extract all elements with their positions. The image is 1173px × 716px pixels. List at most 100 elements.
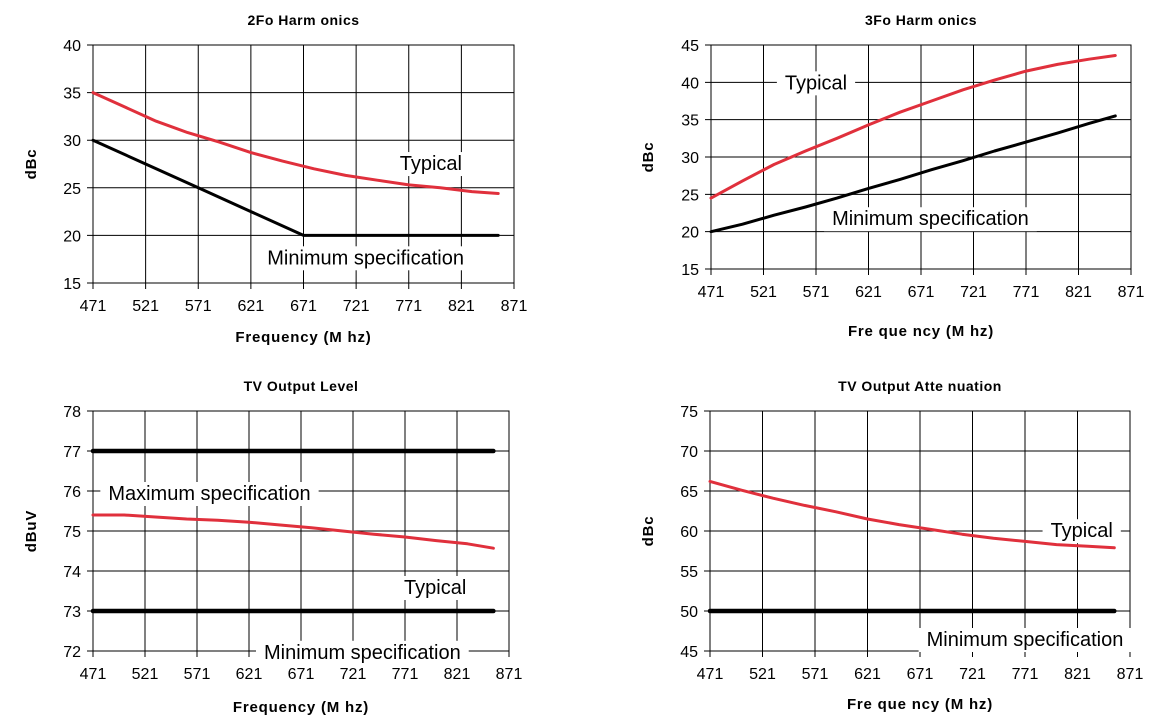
annotation-background xyxy=(824,207,1037,232)
x-tick-label: 521 xyxy=(132,666,159,683)
y-tick-label: 15 xyxy=(63,276,81,293)
series-line xyxy=(708,479,1116,550)
y-tick-label: 35 xyxy=(681,113,699,130)
y-tick-label: 76 xyxy=(63,484,81,501)
x-tick-label: 721 xyxy=(960,284,987,301)
chart-2fo-harmonics-svg: 2Fo Harm onics 471 521 571 621 671 721 771 821 87… xyxy=(23,12,528,346)
y-tick-label: 30 xyxy=(63,133,81,150)
y-tick-label: 40 xyxy=(681,75,699,92)
annotation-minimum-specification: Minimum specification xyxy=(824,207,1037,232)
x-tick-label: 571 xyxy=(803,284,830,301)
y-tick-label: 78 xyxy=(63,404,81,421)
typical-series-0 xyxy=(91,513,495,550)
chart-tv-output-attenuation-svg: TV Output Atte nuation 471 521 571 621 671 721… xyxy=(640,378,1144,713)
x-tick-label: 571 xyxy=(185,298,212,315)
annotation-text: Maximum specification xyxy=(108,483,310,505)
x-tick-label: 821 xyxy=(444,666,471,683)
annotation-text: Typical xyxy=(400,153,462,175)
annotation-text: Minimum specification xyxy=(832,208,1029,230)
annotation-background xyxy=(391,152,470,177)
annotation-text: Minimum specification xyxy=(927,629,1124,651)
series-line xyxy=(709,54,1117,200)
plot-frame xyxy=(92,44,515,284)
annotation-background xyxy=(100,482,319,506)
annotation-background xyxy=(396,576,475,600)
x-tick-label: 471 xyxy=(698,284,725,301)
y-tick-label: 45 xyxy=(680,644,698,661)
x-tick-label: 771 xyxy=(392,666,419,683)
annotation-typical: Typical xyxy=(396,576,475,600)
chart-3fo-harmonics: 3Fo Harm onics 471 521 571 621 671 721 771 821 87… xyxy=(587,0,1173,358)
x-tick-label: 771 xyxy=(395,298,422,315)
x-tick-label: 571 xyxy=(802,666,829,683)
x-tick-label: 771 xyxy=(1012,666,1039,683)
chart-2fo-harmonics: 2Fo Harm onics 471 521 571 621 671 721 771 821 87… xyxy=(0,0,586,358)
y-tick-label: 70 xyxy=(680,444,698,461)
x-tick-label: 471 xyxy=(697,666,724,683)
x-tick-label: 521 xyxy=(132,298,159,315)
x-axis-label: Fre que ncy (M hz) xyxy=(847,696,993,713)
y-tick-label: 75 xyxy=(63,524,81,541)
x-tick-label: 721 xyxy=(959,666,986,683)
y-tick-label: 15 xyxy=(681,262,699,279)
annotation-text: Minimum specification xyxy=(264,642,461,664)
x-tick-label: 771 xyxy=(1013,284,1040,301)
x-tick-label: 621 xyxy=(236,666,263,683)
x-axis-label: Frequency (M hz) xyxy=(233,699,369,716)
x-tick-label: 671 xyxy=(907,666,934,683)
x-tick-label: 721 xyxy=(340,666,367,683)
plot-frame xyxy=(710,44,1132,270)
y-tick-label: 60 xyxy=(680,524,698,541)
x-tick-label: 821 xyxy=(448,298,475,315)
x-tick-label: 821 xyxy=(1064,666,1091,683)
y-tick-label: 25 xyxy=(681,187,699,204)
y-tick-label: 30 xyxy=(681,150,699,167)
annotation-background xyxy=(255,640,469,665)
y-axis-label: dBc xyxy=(640,142,657,173)
chart-tv-output-level: TV Output Level 471 521 571 621 671 721 771 821 8… xyxy=(0,358,586,716)
annotation-minimum-specification: Minimum specification xyxy=(918,628,1132,652)
y-tick-label: 50 xyxy=(680,604,698,621)
annotation-minimum-specification: Minimum specification xyxy=(259,246,472,271)
x-tick-label: 871 xyxy=(1117,666,1144,683)
series-line xyxy=(709,114,1117,234)
y-tick-label: 20 xyxy=(63,228,81,245)
typical-series-0 xyxy=(91,91,500,195)
x-tick-label: 621 xyxy=(855,284,882,301)
specification-series-1 xyxy=(709,114,1117,234)
chart-title: TV Output Level xyxy=(244,378,359,394)
annotation-typical: Typical xyxy=(1042,519,1121,544)
y-tick-label: 74 xyxy=(63,564,81,581)
annotation-background xyxy=(259,246,472,271)
x-tick-label: 871 xyxy=(501,298,528,315)
x-tick-label: 521 xyxy=(749,666,776,683)
annotation-minimum-specification: Minimum specification xyxy=(255,640,469,665)
series-line xyxy=(91,513,495,550)
annotation-typical: Typical xyxy=(391,152,470,177)
y-tick-label: 55 xyxy=(680,564,698,581)
chart-title: 3Fo Harm onics xyxy=(865,12,977,28)
series-line xyxy=(91,91,500,195)
y-tick-label: 65 xyxy=(680,484,698,501)
annotation-maximum-specification: Maximum specification xyxy=(100,482,319,506)
y-tick-label: 73 xyxy=(63,604,81,621)
y-tick-label: 45 xyxy=(681,38,699,55)
annotation-text: Minimum specification xyxy=(267,247,464,269)
x-tick-label: 621 xyxy=(854,666,881,683)
x-tick-label: 521 xyxy=(750,284,777,301)
chart-title: 2Fo Harm onics xyxy=(247,12,359,28)
annotation-text: Typical xyxy=(1051,520,1113,542)
x-tick-label: 621 xyxy=(238,298,265,315)
x-axis-label: Frequency (M hz) xyxy=(235,329,371,346)
grid xyxy=(705,44,1132,275)
typical-series-0 xyxy=(709,54,1117,200)
x-tick-label: 671 xyxy=(908,284,935,301)
specification-series-1 xyxy=(91,138,500,237)
x-tick-label: 821 xyxy=(1065,284,1092,301)
chart-title: TV Output Atte nuation xyxy=(838,378,1002,394)
x-axis-label: Fre que ncy (M hz) xyxy=(848,323,994,340)
x-tick-label: 671 xyxy=(288,666,315,683)
x-tick-label: 571 xyxy=(184,666,211,683)
x-tick-label: 871 xyxy=(496,666,523,683)
annotation-typical: Typical xyxy=(776,71,856,96)
